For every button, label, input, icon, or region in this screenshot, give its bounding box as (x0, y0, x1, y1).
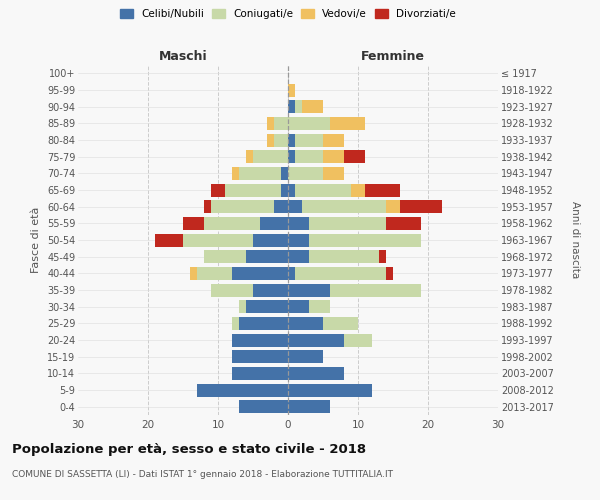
Bar (239, 400, 288, 413)
Bar (288, 84, 295, 96)
Bar (211, 200, 274, 213)
Bar (232, 267, 288, 280)
Bar (204, 217, 260, 230)
Bar (288, 117, 330, 130)
Bar (302, 200, 386, 213)
Bar (246, 250, 288, 263)
Text: Femmine: Femmine (361, 50, 425, 62)
Bar (365, 184, 400, 196)
Bar (267, 117, 274, 130)
Bar (344, 334, 372, 346)
Bar (253, 284, 288, 296)
Bar (295, 184, 351, 196)
Bar (302, 100, 323, 113)
Bar (309, 234, 421, 246)
Bar (267, 134, 274, 146)
Bar (330, 284, 421, 296)
Bar (253, 150, 288, 163)
Bar (288, 267, 295, 280)
Bar (225, 184, 281, 196)
Bar (211, 184, 225, 196)
Bar (386, 267, 393, 280)
Bar (344, 150, 365, 163)
Bar (211, 284, 253, 296)
Bar (274, 117, 288, 130)
Bar (232, 317, 239, 330)
Bar (232, 334, 288, 346)
Bar (246, 150, 253, 163)
Legend: Celibi/Nubili, Coniugati/e, Vedovi/e, Divorziati/e: Celibi/Nubili, Coniugati/e, Vedovi/e, Di… (116, 5, 460, 24)
Bar (288, 317, 323, 330)
Bar (309, 250, 379, 263)
Bar (197, 267, 232, 280)
Bar (204, 200, 211, 213)
Bar (386, 200, 400, 213)
Bar (239, 167, 281, 180)
Text: COMUNE DI SASSETTA (LI) - Dati ISTAT 1° gennaio 2018 - Elaborazione TUTTITALIA.I: COMUNE DI SASSETTA (LI) - Dati ISTAT 1° … (12, 470, 393, 479)
Bar (288, 284, 330, 296)
Bar (246, 300, 288, 313)
Bar (281, 167, 288, 180)
Bar (183, 234, 253, 246)
Bar (288, 300, 309, 313)
Bar (288, 134, 295, 146)
Bar (379, 250, 386, 263)
Bar (288, 217, 309, 230)
Y-axis label: Anni di nascita: Anni di nascita (571, 202, 580, 278)
Bar (232, 367, 288, 380)
Bar (386, 217, 421, 230)
Bar (295, 100, 302, 113)
Bar (288, 400, 330, 413)
Bar (323, 317, 358, 330)
Bar (239, 300, 246, 313)
Bar (274, 200, 288, 213)
Bar (288, 167, 323, 180)
Bar (295, 267, 386, 280)
Bar (155, 234, 183, 246)
Bar (351, 184, 365, 196)
Bar (288, 334, 344, 346)
Bar (288, 100, 295, 113)
Text: Popolazione per età, sesso e stato civile - 2018: Popolazione per età, sesso e stato civil… (12, 442, 366, 456)
Bar (232, 167, 239, 180)
Bar (288, 384, 372, 396)
Bar (295, 150, 323, 163)
Bar (232, 350, 288, 363)
Bar (330, 117, 365, 130)
Bar (288, 250, 309, 263)
Bar (253, 234, 288, 246)
Bar (204, 250, 246, 263)
Bar (309, 300, 330, 313)
Bar (295, 134, 323, 146)
Bar (190, 267, 197, 280)
Bar (183, 217, 204, 230)
Bar (281, 184, 288, 196)
Bar (288, 367, 344, 380)
Bar (323, 167, 344, 180)
Bar (239, 317, 288, 330)
Text: Maschi: Maschi (158, 50, 208, 62)
Bar (288, 200, 302, 213)
Bar (309, 217, 386, 230)
Bar (323, 134, 344, 146)
Bar (323, 150, 344, 163)
Bar (400, 200, 442, 213)
Bar (260, 217, 288, 230)
Y-axis label: Fasce di età: Fasce di età (31, 207, 41, 273)
Bar (288, 350, 323, 363)
Bar (288, 184, 295, 196)
Bar (197, 384, 288, 396)
Bar (288, 150, 295, 163)
Bar (288, 234, 309, 246)
Bar (274, 134, 288, 146)
